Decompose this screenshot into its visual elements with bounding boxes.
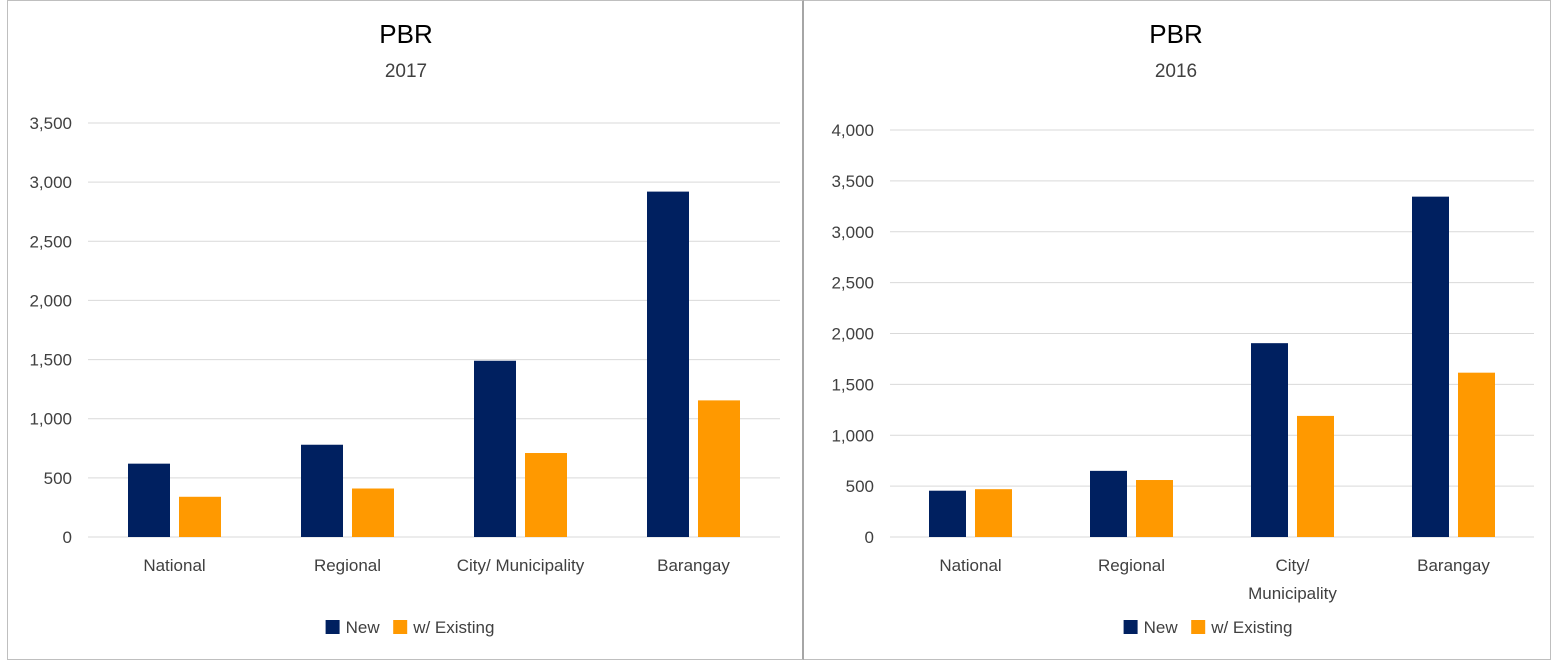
bar-new	[474, 360, 516, 537]
bar-existing	[525, 453, 567, 537]
y-tick-label: 3,000	[29, 173, 72, 192]
legend-label: w/ Existing	[412, 618, 494, 637]
bar-chart-2017: PBR 2017 0 500 1,000 1,500 2,000 2,500 3,000 3,50…	[29, 19, 780, 637]
x-tick-label: Barangay	[1417, 556, 1490, 575]
y-tick-label: 1,500	[29, 351, 72, 370]
chart-subtitle: 2017	[385, 61, 427, 82]
chart-panel-2016: PBR 2016 0 500 1,000 1,500 2,000 2,500 3,000 3,50…	[804, 0, 1551, 660]
legend-swatch	[1191, 620, 1206, 634]
y-tick-label: 4,000	[831, 121, 874, 140]
x-tick-label: Barangay	[657, 556, 730, 575]
bar-new	[128, 463, 170, 537]
x-tick-label: National	[143, 556, 205, 575]
y-tick-label: 1,000	[831, 426, 874, 445]
legend-swatch	[393, 620, 408, 634]
chart-subtitle: 2016	[1155, 61, 1197, 82]
x-tick-label: City/ Municipality	[457, 556, 585, 575]
y-tick-label: 2,500	[831, 274, 874, 293]
y-tick-label: 500	[846, 477, 874, 496]
legend-label: New	[1144, 618, 1179, 637]
x-tick-label: Regional	[1098, 556, 1165, 575]
y-tick-label: 3,500	[29, 114, 72, 133]
x-tick-label: City/	[1276, 556, 1310, 575]
y-tick-label: 2,000	[29, 291, 72, 310]
y-tick-label: 3,500	[831, 172, 874, 191]
chart-title: PBR	[379, 19, 432, 49]
y-tick-label: 1,000	[29, 410, 72, 429]
y-tick-label: 0	[63, 528, 72, 547]
bar-new	[647, 191, 689, 537]
x-tick-label: Regional	[314, 556, 381, 575]
bar-new	[301, 444, 343, 537]
bar-existing	[352, 488, 394, 537]
bar-existing	[1458, 372, 1495, 537]
bar-existing	[1136, 480, 1173, 537]
bar-new	[1412, 196, 1449, 538]
legend-swatch	[325, 620, 340, 634]
bar-new	[1090, 470, 1127, 537]
bar-new	[929, 490, 966, 537]
legend-label: w/ Existing	[1210, 618, 1292, 637]
bar-existing	[1297, 415, 1334, 537]
x-tick-label: National	[939, 556, 1001, 575]
bar-existing	[179, 496, 221, 537]
bar-new	[1251, 343, 1288, 537]
y-tick-label: 3,000	[831, 223, 874, 242]
bar-existing	[698, 400, 740, 537]
legend-swatch	[1123, 620, 1138, 634]
x-tick-label: Municipality	[1248, 584, 1337, 603]
bar-existing	[975, 489, 1012, 537]
y-tick-label: 2,500	[29, 232, 72, 251]
y-tick-label: 2,000	[831, 325, 874, 344]
bar-chart-2016: PBR 2016 0 500 1,000 1,500 2,000 2,500 3,000 3,50…	[831, 19, 1534, 637]
chart-panel-2017: PBR 2017 0 500 1,000 1,500 2,000 2,500 3,000 3,50…	[7, 0, 804, 660]
y-tick-label: 0	[865, 528, 874, 547]
chart-title: PBR	[1149, 19, 1202, 49]
legend-label: New	[346, 618, 381, 637]
y-tick-label: 500	[44, 469, 72, 488]
y-tick-label: 1,500	[831, 375, 874, 394]
